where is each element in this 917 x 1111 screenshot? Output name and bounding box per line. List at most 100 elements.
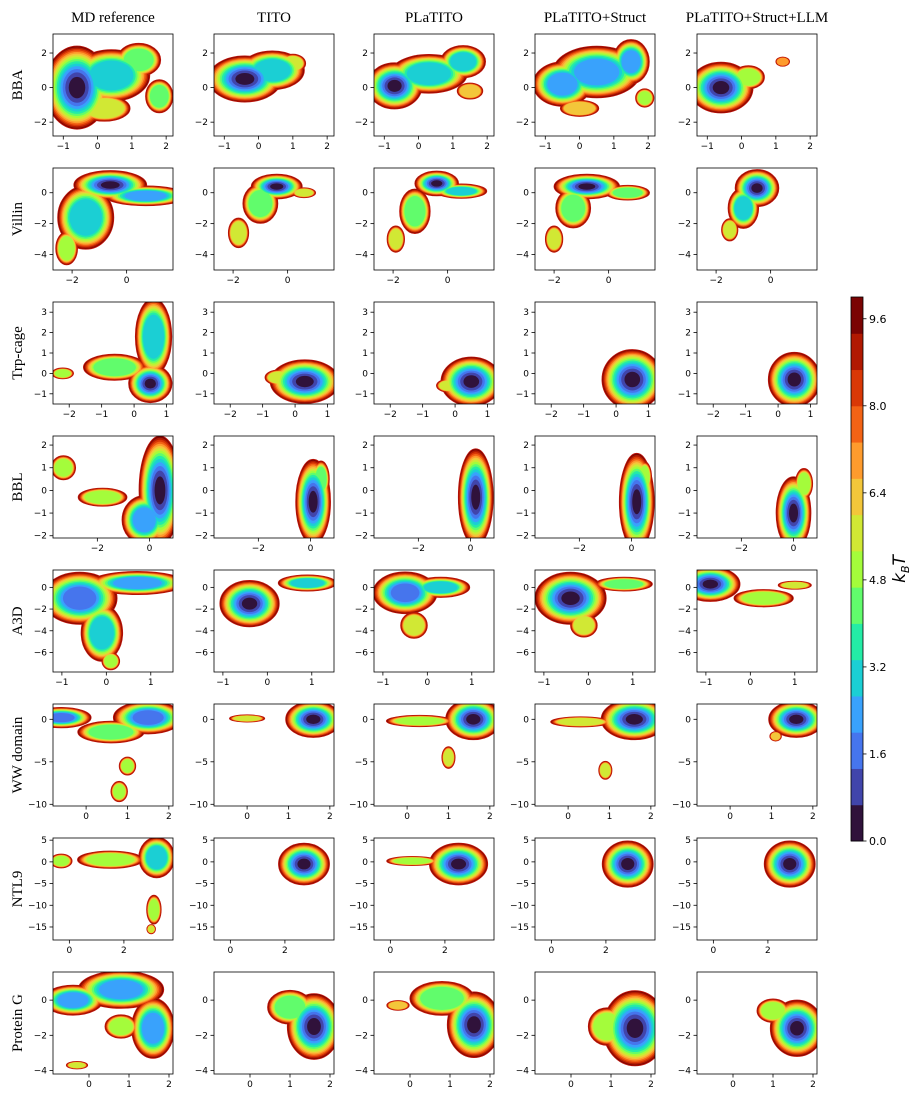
y-tick-label: 0 <box>202 84 208 94</box>
y-tick-label: 0 <box>362 996 368 1006</box>
x-tick-label: 1 <box>125 812 131 822</box>
y-tick-label: −2 <box>34 118 47 128</box>
y-tick-label: 0 <box>202 858 208 868</box>
y-tick-label: −1 <box>34 390 47 400</box>
panel-frame <box>696 837 818 941</box>
y-tick-label: −10 <box>510 800 529 810</box>
y-tick-label: −4 <box>34 251 48 261</box>
contour-level <box>132 507 156 533</box>
y-tick-label: 1 <box>362 464 368 474</box>
contour-field <box>550 704 655 780</box>
y-tick-label: −2 <box>678 532 691 542</box>
x-tick-label: 2 <box>166 1080 172 1090</box>
contour-level <box>404 196 426 227</box>
x-tick-label: 0 <box>285 276 291 286</box>
colorbar-segment <box>851 623 863 661</box>
y-tick-label: 0 <box>685 583 691 593</box>
y-tick-label: −1 <box>678 509 691 519</box>
x-tick-label: 0 <box>292 410 298 420</box>
y-tick-label: −2 <box>34 1031 47 1041</box>
contour-level <box>113 784 126 800</box>
contour-level <box>390 583 420 603</box>
contour-level <box>308 490 318 513</box>
contour-level <box>389 228 403 250</box>
contour-level <box>406 62 452 85</box>
x-tick-label: −1 <box>537 678 550 688</box>
x-tick-label: −2 <box>545 410 558 420</box>
colorbar-segment <box>851 659 863 697</box>
y-tick-label: −10 <box>349 800 368 810</box>
panel: −2 −1 0 1 −1 0 1 2 3 <box>355 301 495 420</box>
panel: 0 1 2 −10 −5 0 <box>189 703 335 822</box>
contour-field <box>756 998 817 1057</box>
y-tick-label: 0 <box>41 486 47 496</box>
y-tick-label: 2 <box>685 49 691 59</box>
contour-field <box>278 842 330 886</box>
y-tick-label: −4 <box>516 627 530 637</box>
contour-level <box>144 378 156 389</box>
column-title: PLaTITO+Struct <box>544 10 647 26</box>
contour-level <box>53 713 75 723</box>
x-tick-label: −2 <box>384 410 397 420</box>
x-tick-label: −2 <box>573 544 586 554</box>
y-tick-label: 0 <box>685 189 691 199</box>
y-tick-label: 0 <box>685 486 691 496</box>
panel-frame <box>696 703 818 807</box>
contour-level <box>734 196 753 220</box>
contour-level <box>561 591 580 605</box>
panel: 0 2 −15 −10 −5 0 5 <box>349 836 495 956</box>
y-tick-label: −4 <box>678 1066 692 1076</box>
y-tick-label: 0 <box>685 84 691 94</box>
x-tick-label: −2 <box>91 544 104 554</box>
x-tick-label: 0 <box>468 544 474 554</box>
panel: −1 0 1 2 −2 0 2 <box>34 33 174 152</box>
contour-field <box>53 571 173 671</box>
panel-frame <box>52 569 174 673</box>
contour-level <box>547 228 561 250</box>
x-tick-label: 0 <box>387 946 393 956</box>
x-tick-label: 1 <box>770 1080 776 1090</box>
panel: −2 0 −2 −1 0 1 2 <box>195 435 335 554</box>
y-tick-label: −6 <box>516 648 530 658</box>
x-tick-label: −2 <box>224 410 237 420</box>
contour-level <box>797 472 811 495</box>
y-tick-label: 1 <box>362 349 368 359</box>
x-tick-label: 1 <box>450 142 456 152</box>
contour-level <box>563 101 596 115</box>
x-tick-label: 1 <box>630 678 636 688</box>
y-tick-label: −4 <box>355 251 369 261</box>
x-tick-label: 2 <box>442 946 448 956</box>
row-label: Trp-cage <box>10 326 26 380</box>
colorbar-segment <box>851 333 863 371</box>
x-tick-label: −2 <box>735 544 748 554</box>
x-tick-label: 0 <box>565 812 571 822</box>
y-tick-label: 0 <box>41 189 47 199</box>
panel-frame <box>534 971 656 1075</box>
contour-field <box>721 169 780 242</box>
y-tick-label: 0 <box>362 486 368 496</box>
y-tick-label: −5 <box>355 880 368 890</box>
x-tick-label: −1 <box>739 410 752 420</box>
y-tick-label: −6 <box>678 648 692 658</box>
contour-field <box>214 50 307 103</box>
y-tick-label: 5 <box>685 836 691 846</box>
row-label: Protein G <box>10 994 26 1052</box>
y-tick-label: 0 <box>362 369 368 379</box>
x-tick-label: 0 <box>585 678 591 688</box>
contour-level <box>789 503 799 523</box>
row-label: BBA <box>10 69 26 100</box>
y-tick-label: −1 <box>195 390 208 400</box>
contour-level <box>307 1018 321 1036</box>
x-tick-label: 2 <box>163 142 169 152</box>
y-tick-label: 0 <box>362 189 368 199</box>
contour-field <box>53 704 173 803</box>
panel-frame <box>534 435 656 539</box>
contour-level <box>270 183 284 190</box>
panel: −1 0 1 2 −2 0 2 <box>678 33 818 152</box>
y-tick-label: 5 <box>523 836 529 846</box>
y-tick-label: 2 <box>685 441 691 451</box>
y-tick-label: −2 <box>195 118 208 128</box>
contour-level <box>274 995 306 1019</box>
x-tick-label: 0 <box>775 410 781 420</box>
x-tick-label: 1 <box>773 142 779 152</box>
